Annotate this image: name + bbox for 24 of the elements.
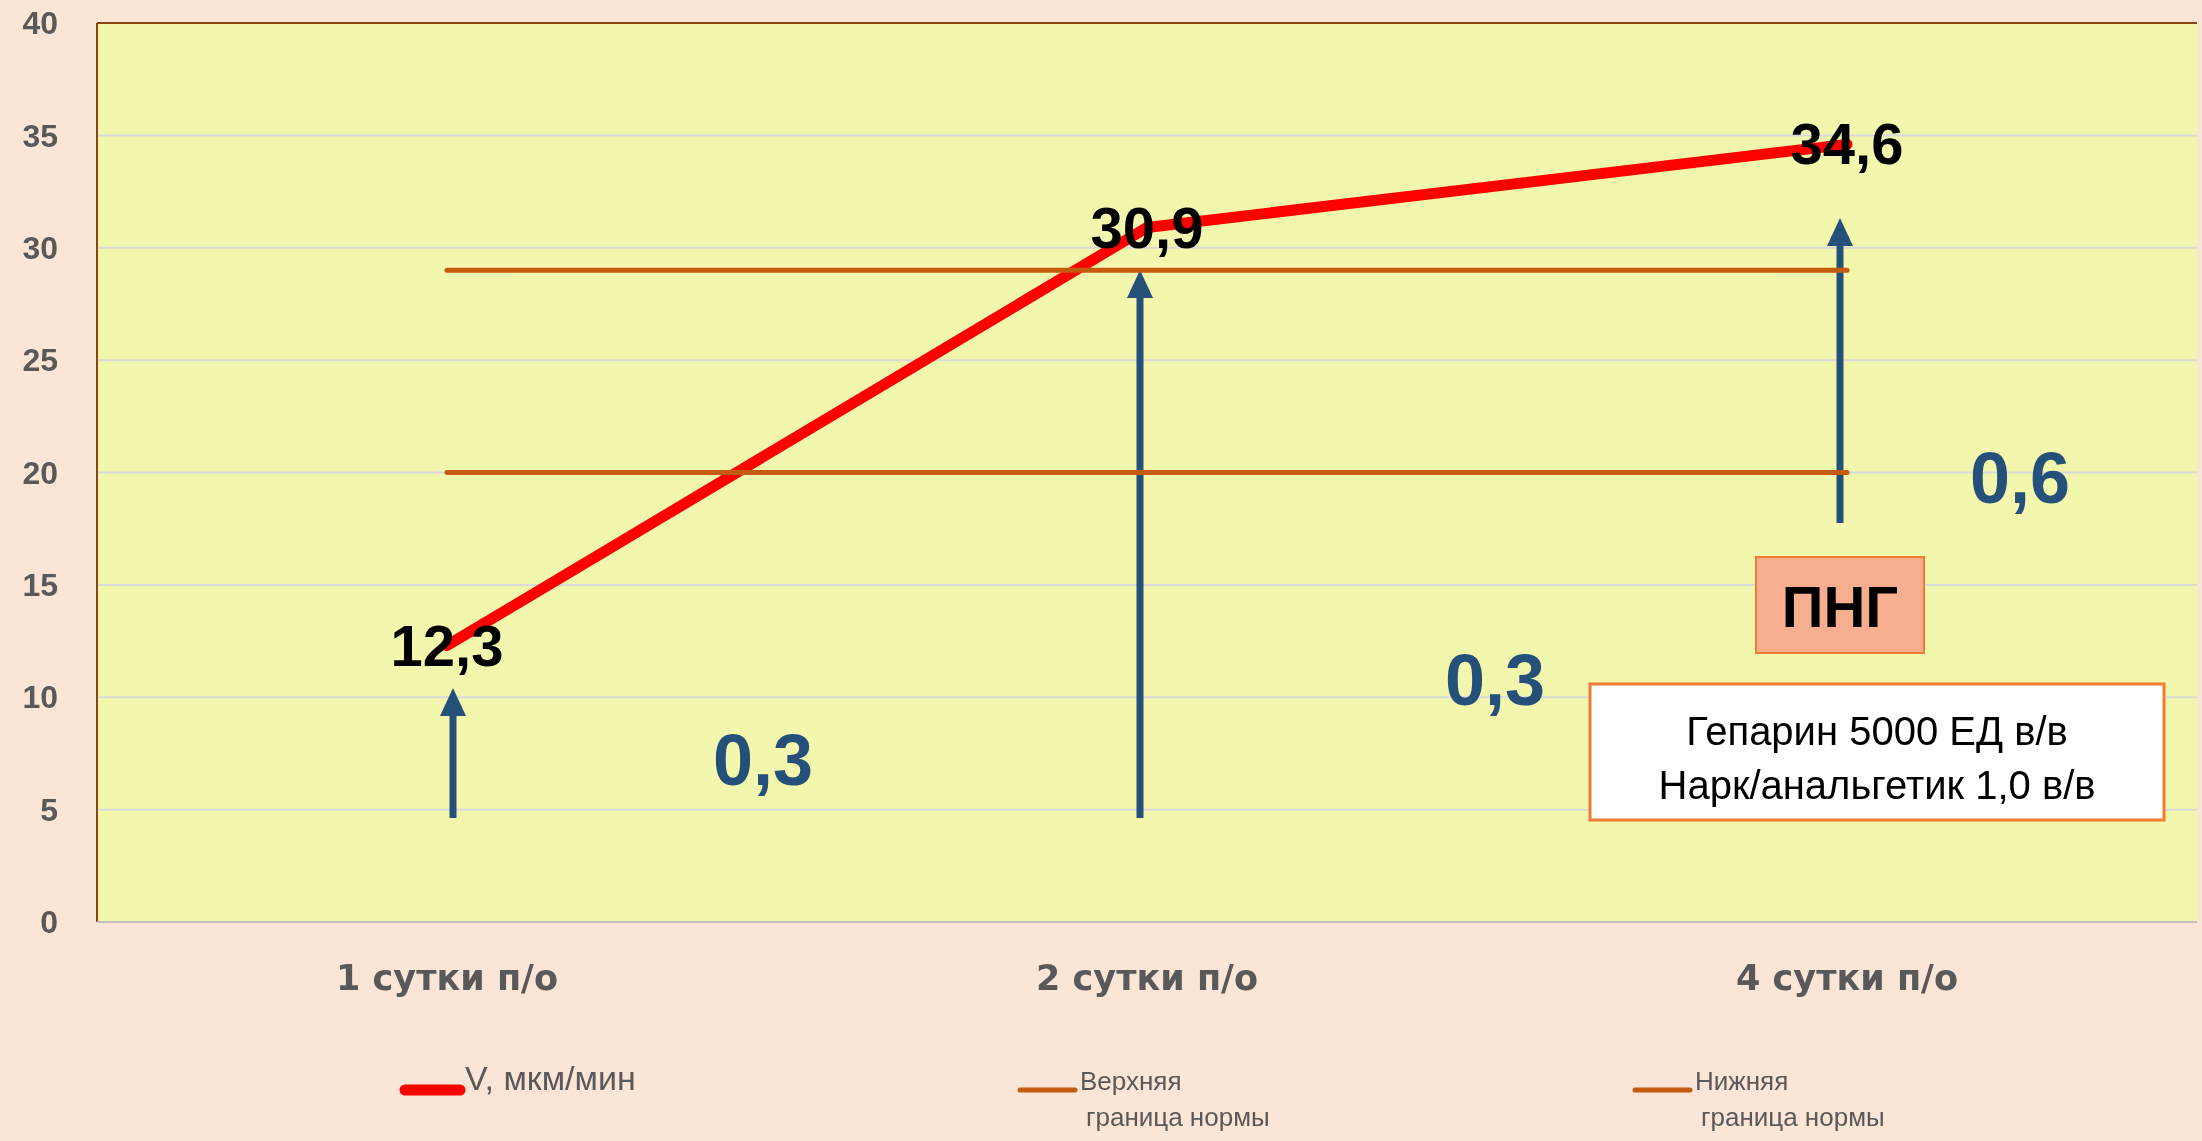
y-tick-label: 0 (40, 904, 58, 941)
legend-label: Верхняя граница нормы (1080, 1066, 1270, 1132)
y-tick-label: 30 (22, 229, 58, 266)
y-tick-label: 35 (22, 117, 58, 154)
annotation: 0,6 (1969, 438, 2071, 518)
label-box: ПНГ (1755, 556, 1925, 654)
x-tick-label: 4 сутки п/о (1736, 958, 1958, 998)
x-tick-label: 2 сутки п/о (1036, 958, 1258, 998)
legend-label: V, мкм/мин (465, 1059, 636, 1097)
y-tick-label: 10 (22, 679, 58, 716)
x-tick-label: 1 сутки п/о (336, 958, 558, 998)
data-label: 12,3 (390, 612, 504, 678)
y-tick-label: 25 (22, 342, 58, 379)
data-label: 34,6 (1790, 111, 1904, 177)
y-tick-label: 20 (22, 454, 58, 491)
y-tick-label: 5 (40, 791, 58, 828)
annotation: 0,3 (1444, 640, 1546, 720)
annotation: 0,3 (712, 720, 814, 800)
legend-label: Нижняя граница нормы (1695, 1066, 1885, 1132)
annotation: Гепарин 5000 ЕД в/в Нарк/анальгетик 1,0 в/в (1658, 709, 2096, 807)
y-tick-label: 40 (22, 5, 58, 42)
note-box: Гепарин 5000 ЕД в/в Нарк/анальгетик 1,0 в/в (1588, 682, 2166, 822)
y-tick-label: 15 (22, 567, 58, 604)
annotation: ПНГ (1781, 574, 1899, 639)
